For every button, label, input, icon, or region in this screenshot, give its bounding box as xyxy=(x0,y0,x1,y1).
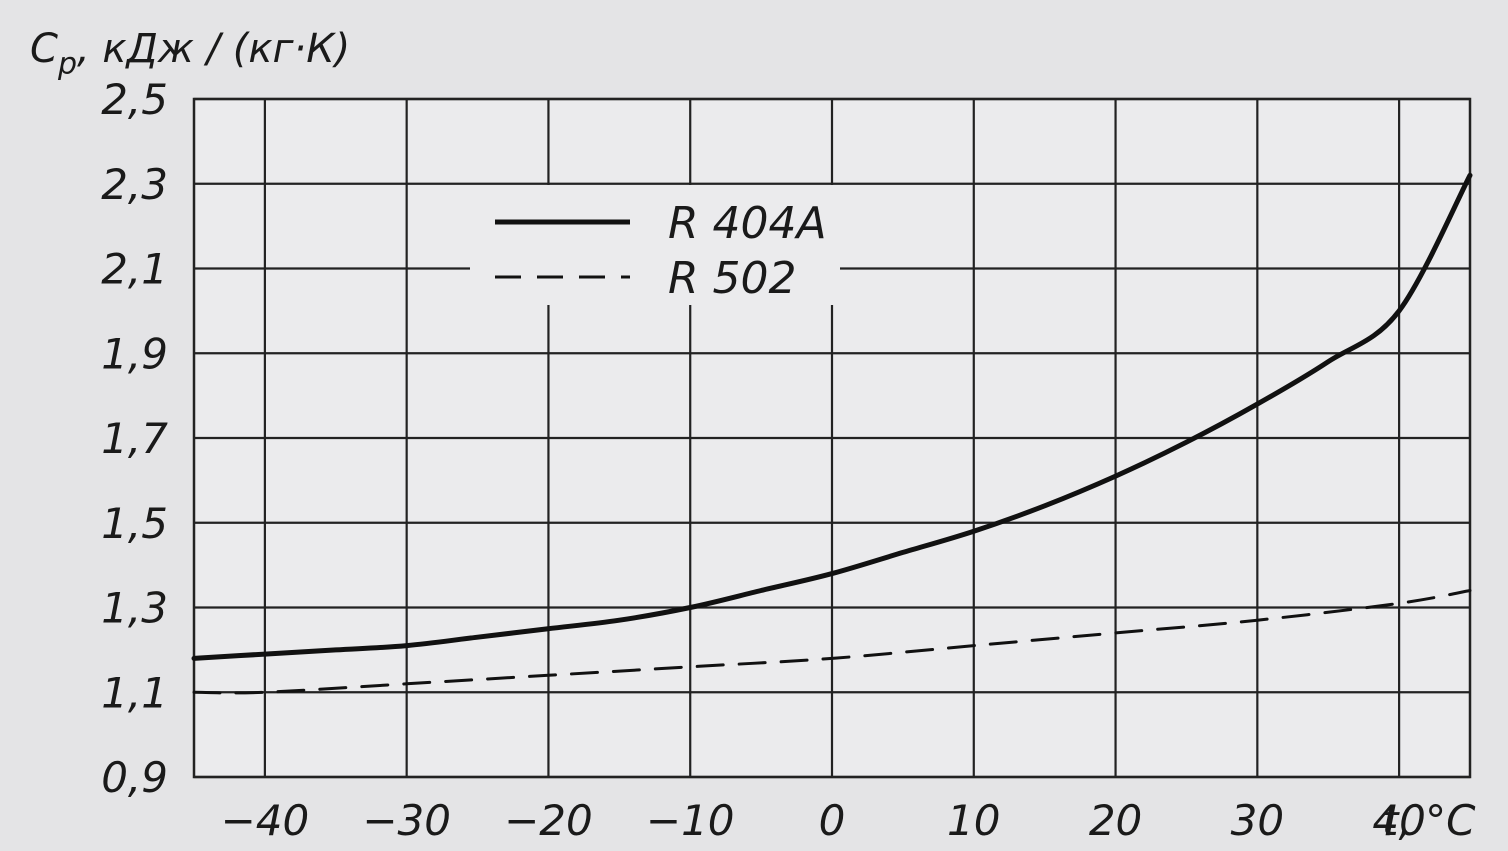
y-axis-label-rest: , кДж / (кг·К) xyxy=(77,26,350,72)
x-tick-label: −40 xyxy=(221,796,310,845)
x-tick-label: −20 xyxy=(504,796,593,845)
x-tick-label: 0 xyxy=(819,796,846,845)
series-line-r404a xyxy=(191,172,1473,661)
y-tick-label: 1,3 xyxy=(101,584,168,633)
y-tick-label: 1,7 xyxy=(101,414,168,463)
y-tick-label: 2,1 xyxy=(101,245,168,294)
x-tick-label: 30 xyxy=(1231,796,1284,845)
y-axis-label-main: C xyxy=(30,26,58,72)
y-axis-label-sub: p xyxy=(57,47,77,82)
series-line-r502 xyxy=(192,589,1472,695)
legend-label: R 404A xyxy=(668,198,827,249)
x-tick-label: −10 xyxy=(646,796,735,845)
x-axis-label: t, °C xyxy=(1382,796,1476,845)
y-axis-label: Cp, кДж / (кг·К) xyxy=(30,26,350,82)
tick-labels: −40 −30 −20 −10 0 10 20 30 40 0,9 1,1 1,3 1,5 1,7 1,9 2… xyxy=(101,75,1426,845)
x-tick-label: 10 xyxy=(947,796,1000,845)
y-tick-label: 1,5 xyxy=(101,499,168,548)
x-tick-label: 40 xyxy=(1372,796,1425,845)
y-tick-label: 0,9 xyxy=(101,753,168,802)
y-tick-label: 2,5 xyxy=(101,75,168,124)
y-tick-label: 1,9 xyxy=(101,329,168,378)
series-layer xyxy=(191,172,1473,695)
x-tick-label: 20 xyxy=(1089,796,1142,845)
y-tick-label: 1,1 xyxy=(101,668,168,717)
legend-label: R 502 xyxy=(668,253,797,304)
x-tick-label: −30 xyxy=(362,796,451,845)
y-tick-label: 2,3 xyxy=(101,160,168,209)
legend-box xyxy=(470,185,840,305)
